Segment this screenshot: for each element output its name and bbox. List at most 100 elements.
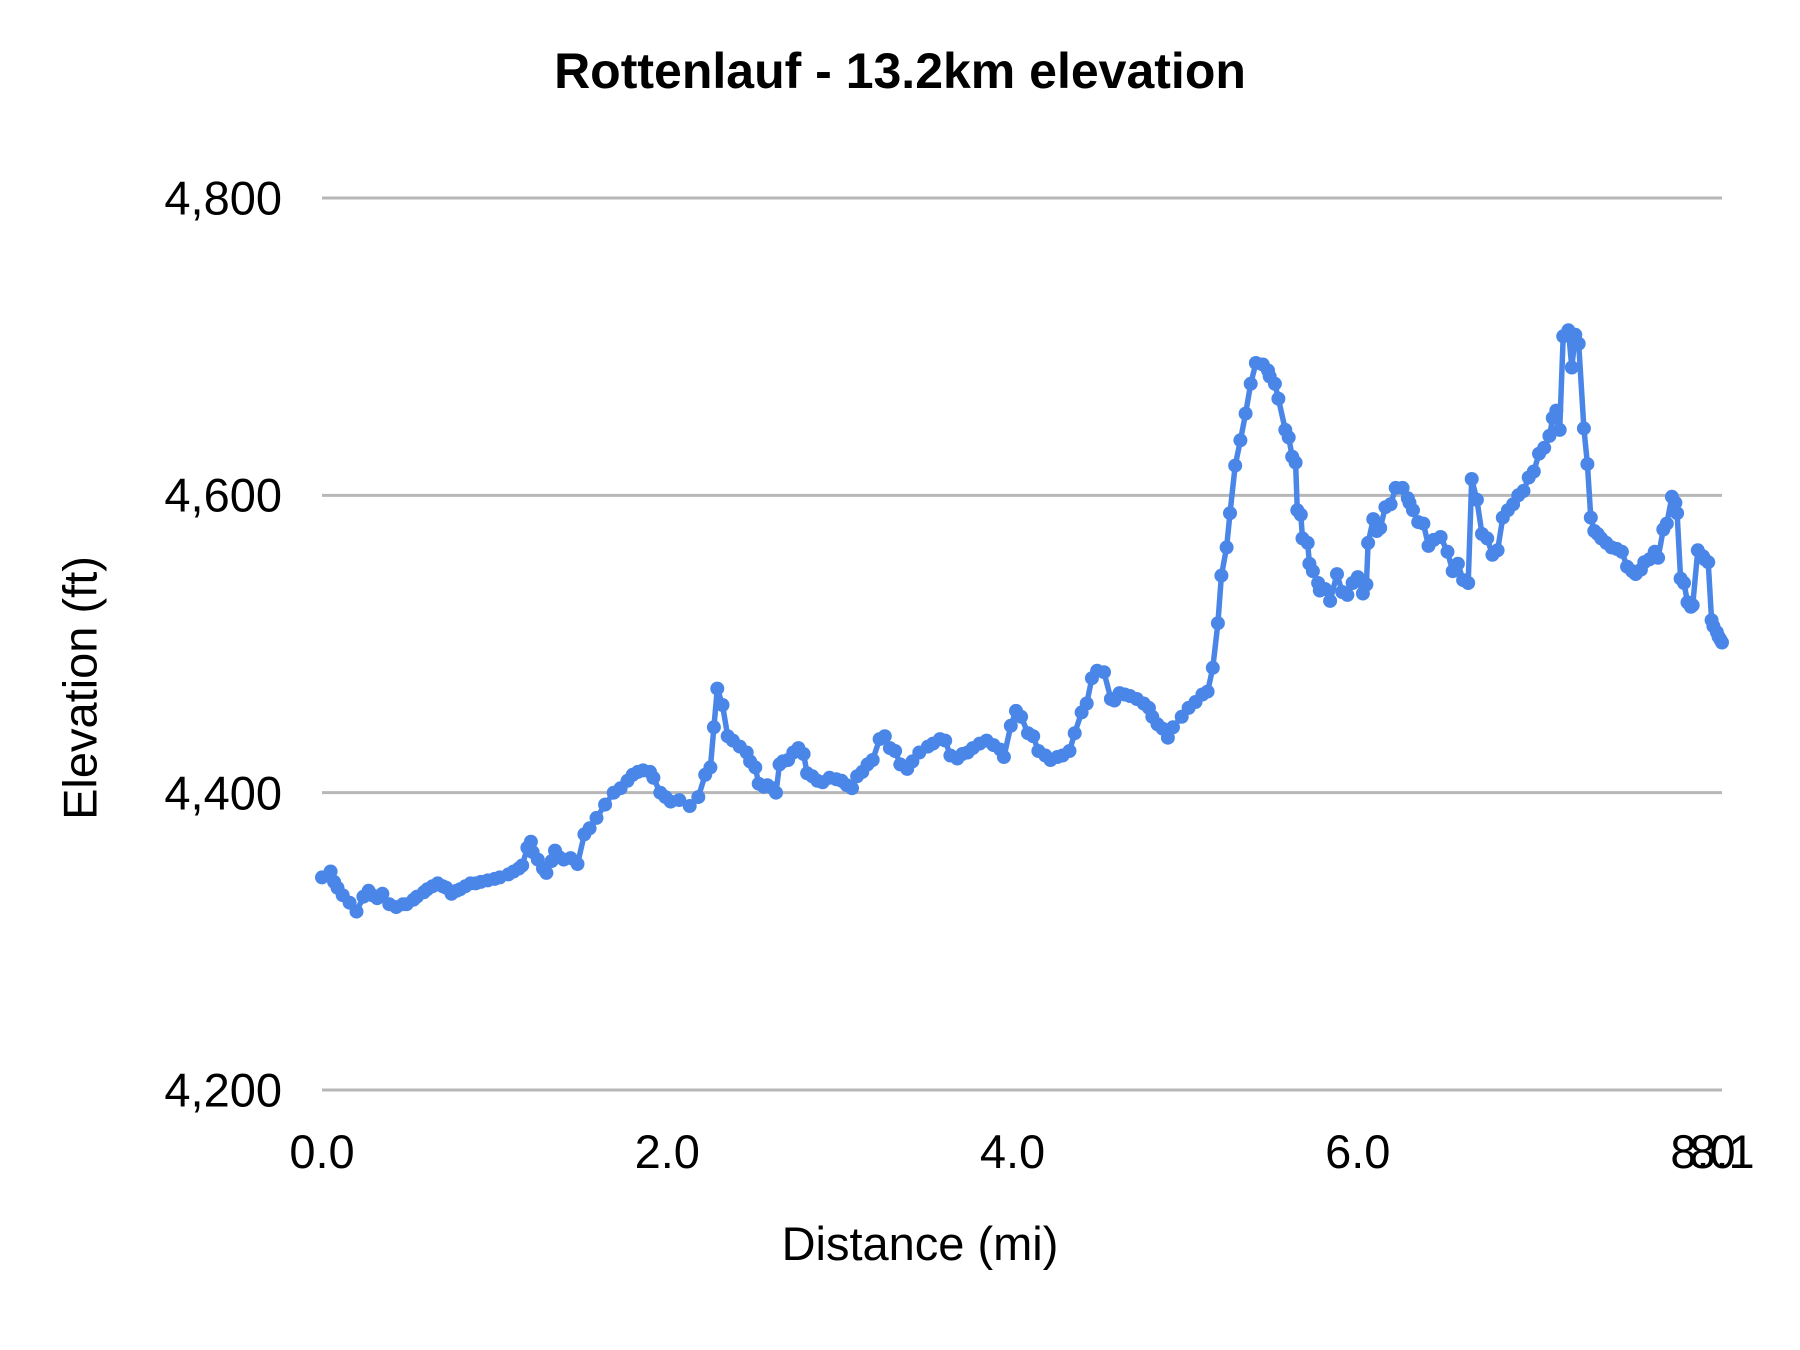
y-tick-label: 4,600 (164, 468, 282, 522)
y-tick-label: 4,200 (164, 1063, 282, 1117)
data-point (1288, 455, 1303, 470)
data-point (1583, 510, 1598, 525)
data-point (1450, 556, 1465, 571)
data-point (1003, 718, 1018, 733)
data-point (1576, 421, 1591, 436)
data-point (1406, 503, 1420, 518)
data-point (539, 865, 554, 880)
x-tick-label: 2.0 (634, 1125, 700, 1178)
data-point (1014, 709, 1029, 724)
data-point (1433, 530, 1448, 544)
data-point (1461, 576, 1476, 590)
x-tick-label: 8.0 (1670, 1125, 1736, 1178)
data-point (1233, 433, 1248, 448)
data-point (589, 810, 604, 825)
data-point (598, 797, 613, 812)
data-point (1416, 516, 1431, 531)
data-point (1373, 521, 1388, 535)
data-point (1271, 391, 1286, 406)
data-point (1228, 458, 1243, 473)
data-point (1516, 483, 1531, 498)
data-point (845, 781, 859, 796)
data-point (706, 720, 721, 735)
data-point (1238, 406, 1253, 421)
data-point (1323, 593, 1338, 608)
data-point (865, 753, 880, 767)
data-point (1580, 457, 1595, 472)
data-point (1668, 495, 1683, 510)
data-point (1526, 464, 1541, 479)
data-point (1685, 598, 1700, 613)
data-point (1715, 635, 1729, 650)
elevation-line (319, 327, 1725, 915)
data-point (1464, 472, 1479, 486)
data-point (1651, 550, 1666, 565)
data-point (375, 886, 390, 901)
data-point (748, 760, 763, 775)
data-point (1659, 516, 1674, 531)
data-point (1219, 540, 1234, 555)
data-point (769, 785, 783, 800)
data-point (1210, 616, 1225, 631)
data-point (1318, 582, 1332, 596)
chart-title: Rottenlauf - 13.2km elevation (554, 43, 1246, 99)
data-point (715, 698, 730, 712)
data-point (1243, 376, 1258, 391)
data-point (1361, 535, 1376, 550)
y-tick-label: 4,800 (164, 171, 282, 225)
data-point (691, 790, 706, 805)
data-point (1267, 376, 1282, 391)
data-point (515, 858, 530, 873)
data-point (938, 733, 953, 748)
x-tick-label: 4.0 (979, 1125, 1046, 1178)
data-point (877, 729, 892, 744)
x-tick-label: 0.0 (289, 1125, 355, 1178)
data-point (1701, 555, 1716, 570)
data-point (1549, 403, 1564, 418)
data-point (888, 744, 903, 758)
data-point (1469, 492, 1484, 507)
data-point (1670, 506, 1685, 521)
data-point (582, 821, 597, 836)
data-point (1293, 507, 1308, 522)
data-point (1440, 544, 1455, 559)
data-point (710, 681, 725, 696)
data-point (996, 750, 1011, 764)
x-tick-label: 8.1 (1689, 1125, 1755, 1178)
data-point (672, 793, 687, 808)
data-point (703, 760, 718, 775)
data-point (1166, 720, 1180, 735)
data-point (646, 770, 661, 785)
x-axis-title: Distance (mi) (781, 1217, 1059, 1270)
data-point (1300, 535, 1315, 550)
data-point (1340, 587, 1355, 602)
x-tick-label: 6.0 (1325, 1125, 1391, 1178)
data-point (1214, 568, 1229, 583)
data-point (1160, 730, 1175, 745)
data-point (523, 834, 538, 849)
data-point (1571, 336, 1586, 351)
data-point (1305, 564, 1320, 579)
data-point (1677, 576, 1691, 590)
data-point (1097, 665, 1111, 680)
data-point (1205, 660, 1220, 675)
data-point (1200, 684, 1215, 699)
data-point (1359, 577, 1374, 592)
data-point (1480, 531, 1495, 546)
data-point (1067, 726, 1082, 741)
data-point (1079, 696, 1094, 711)
data-point (570, 857, 585, 871)
y-tick-label: 4,400 (164, 766, 282, 820)
data-point (1330, 567, 1344, 582)
data-point (1614, 544, 1629, 559)
data-point (1542, 428, 1557, 443)
data-point (1062, 744, 1077, 758)
data-point (1395, 480, 1410, 495)
data-point (1383, 497, 1398, 512)
data-point (682, 799, 697, 813)
data-point (1537, 440, 1552, 455)
data-point (1223, 506, 1237, 521)
data-point (1552, 422, 1567, 437)
data-point (1026, 729, 1041, 744)
